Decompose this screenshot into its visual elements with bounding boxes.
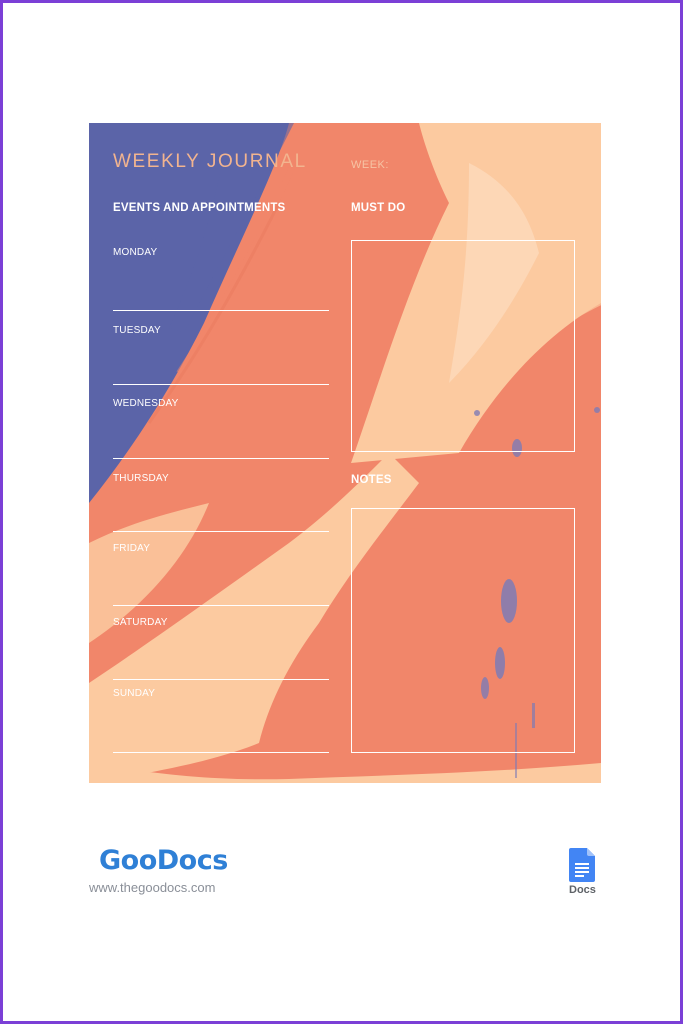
- day-line-sunday[interactable]: [113, 752, 329, 753]
- notes-box[interactable]: [351, 508, 575, 753]
- day-wednesday: WEDNESDAY: [113, 398, 179, 409]
- day-saturday: SATURDAY: [113, 617, 168, 628]
- day-line-tuesday[interactable]: [113, 384, 329, 385]
- day-line-friday[interactable]: [113, 605, 329, 606]
- must-do-heading: MUST DO: [351, 202, 406, 214]
- docs-label: Docs: [569, 884, 596, 896]
- day-line-thursday[interactable]: [113, 531, 329, 532]
- notes-heading: NOTES: [351, 474, 392, 486]
- day-line-monday[interactable]: [113, 310, 329, 311]
- watercolor-background: [89, 123, 601, 783]
- journal-page: WEEKLY JOURNAL WEEK: EVENTS AND APPOINTM…: [89, 123, 601, 783]
- day-monday: MONDAY: [113, 247, 158, 258]
- day-line-saturday[interactable]: [113, 679, 329, 680]
- day-tuesday: TUESDAY: [113, 325, 161, 336]
- day-sunday: SUNDAY: [113, 688, 156, 699]
- website-link[interactable]: www.thegoodocs.com: [89, 880, 216, 895]
- goodocs-logo[interactable]: GooDocs: [99, 845, 228, 876]
- journal-title: WEEKLY JOURNAL: [113, 151, 307, 172]
- google-docs-icon[interactable]: [569, 848, 595, 882]
- week-label: WEEK:: [351, 159, 389, 171]
- must-do-box[interactable]: [351, 240, 575, 452]
- events-heading: EVENTS AND APPOINTMENTS: [113, 202, 286, 214]
- day-friday: FRIDAY: [113, 543, 151, 554]
- day-line-wednesday[interactable]: [113, 458, 329, 459]
- day-thursday: THURSDAY: [113, 473, 169, 484]
